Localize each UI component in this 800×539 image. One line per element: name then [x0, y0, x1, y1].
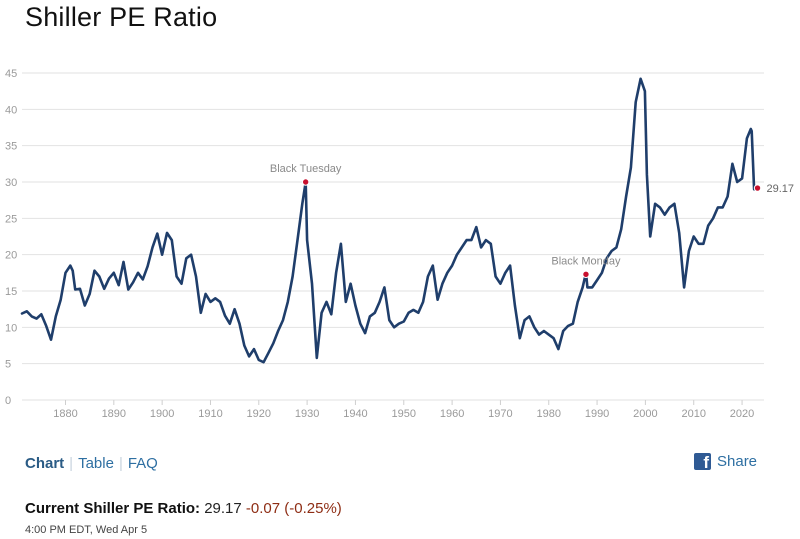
current-value: 29.17 [204, 500, 242, 517]
y-tick-label: 40 [5, 104, 17, 116]
x-tick-label: 1970 [488, 408, 512, 420]
x-tick-label: 1940 [343, 408, 367, 420]
tab-table[interactable]: Table [78, 455, 114, 472]
current-value-line: Current Shiller PE Ratio: 29.17 -0.07 (-… [25, 500, 342, 517]
x-tick-label: 1910 [198, 408, 222, 420]
chart-grid [22, 72, 764, 401]
tab-separator: | [69, 455, 74, 472]
share-button[interactable]: f Share [694, 453, 757, 470]
x-tick-label: 1980 [537, 408, 561, 420]
tab-separator: | [118, 455, 123, 472]
y-tick-label: 25 [5, 213, 17, 225]
x-tick-label: 1890 [102, 408, 126, 420]
facebook-icon: f [694, 453, 711, 470]
annotation-label: Black Monday [551, 255, 621, 267]
y-axis: 0 5 10 15 20 25 30 35 40 45 [5, 68, 17, 407]
x-tick-label: 1990 [585, 408, 609, 420]
annotation-label: Black Tuesday [270, 163, 342, 175]
data-series [20, 77, 759, 364]
series-line [20, 77, 759, 364]
chart-tabs: Chart | Table | FAQ [25, 455, 158, 472]
current-value-marker [753, 184, 762, 192]
current-label: Current Shiller PE Ratio: [25, 500, 201, 517]
current-change: -0.07 (-0.25%) [245, 500, 342, 517]
x-tick-label: 1900 [150, 408, 174, 420]
x-tick-label: 1930 [295, 408, 319, 420]
timestamp: 4:00 PM EDT, Wed Apr 5 [25, 524, 148, 536]
x-tick-label: 1880 [53, 408, 77, 420]
y-tick-label: 20 [5, 250, 17, 262]
x-tick-label: 1920 [247, 408, 271, 420]
x-tick-label: 2010 [681, 408, 705, 420]
x-tick-label: 2000 [633, 408, 657, 420]
y-tick-label: 30 [5, 177, 17, 189]
share-label: Share [717, 453, 758, 470]
x-tick-label: 1960 [440, 408, 464, 420]
x-tick-label: 1950 [392, 408, 416, 420]
y-tick-label: 45 [5, 68, 17, 80]
x-tick-label: 2020 [730, 408, 754, 420]
tab-faq[interactable]: FAQ [127, 455, 158, 472]
y-tick-label: 15 [5, 286, 17, 298]
event-marker [582, 270, 590, 278]
tab-chart[interactable]: Chart [25, 455, 65, 472]
y-tick-label: 35 [5, 141, 17, 153]
y-tick-label: 0 [5, 395, 11, 407]
event-marker [301, 178, 310, 186]
y-tick-label: 10 [5, 322, 17, 334]
page-title: Shiller PE Ratio [25, 2, 218, 32]
current-value-label: 29.17 [767, 183, 795, 195]
annotations: Black Tuesday Black Monday 29.17 [270, 163, 795, 278]
x-axis: 1880 1890 1900 1910 1920 1930 1940 1950 1960 1970… [53, 400, 754, 420]
y-tick-label: 5 [5, 359, 11, 371]
